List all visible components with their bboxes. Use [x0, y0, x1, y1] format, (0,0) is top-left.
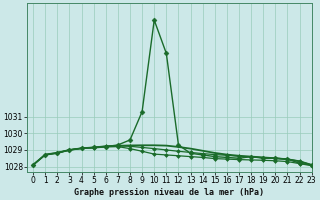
- X-axis label: Graphe pression niveau de la mer (hPa): Graphe pression niveau de la mer (hPa): [74, 188, 264, 197]
